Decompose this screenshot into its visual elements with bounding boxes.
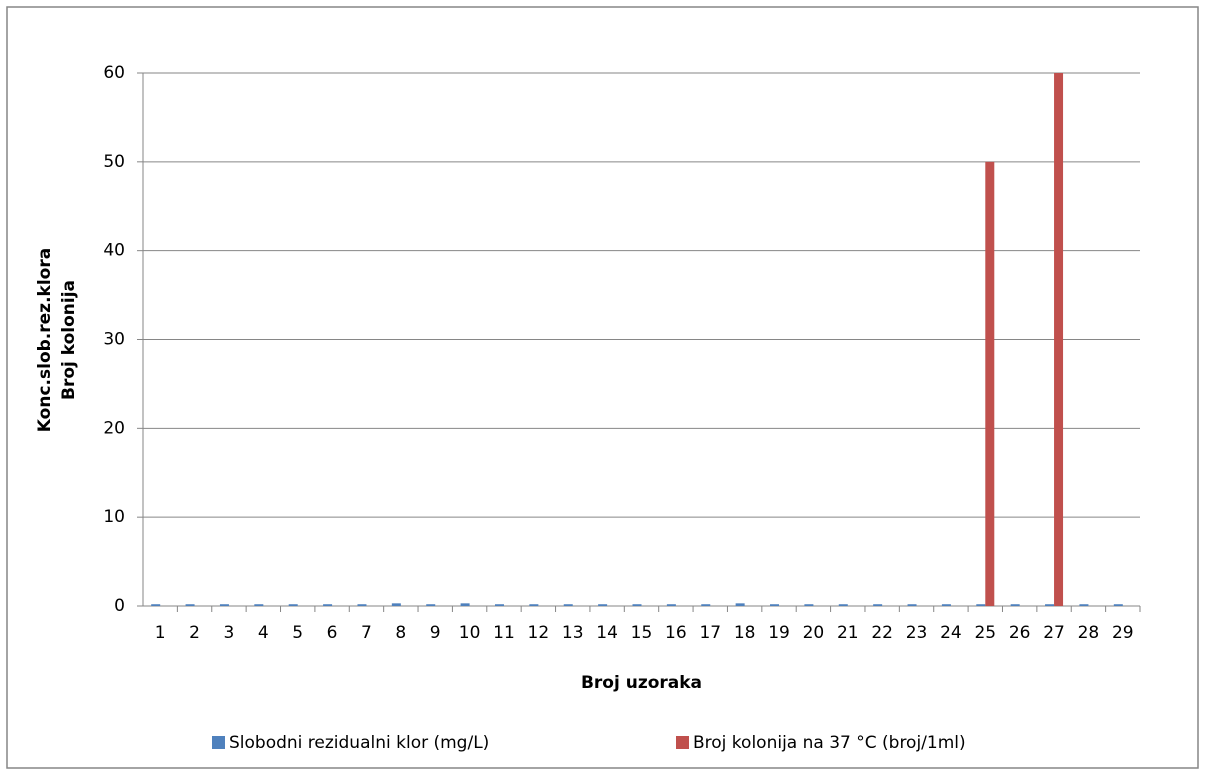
x-tick-label: 3 xyxy=(224,623,235,643)
bar xyxy=(1054,73,1064,606)
bar xyxy=(873,604,883,606)
y-tick-label: 10 xyxy=(103,507,125,527)
legend-swatch xyxy=(676,736,689,749)
x-tick-label: 21 xyxy=(837,623,859,643)
legend-label: Slobodni rezidualni klor (mg/L) xyxy=(229,733,489,753)
bar xyxy=(1079,604,1089,606)
bar xyxy=(357,604,367,606)
x-tick-label: 9 xyxy=(430,623,441,643)
bar xyxy=(985,161,995,607)
bar xyxy=(804,604,814,606)
bar xyxy=(735,603,745,606)
bar xyxy=(1113,604,1123,606)
x-tick-label: 27 xyxy=(1043,623,1065,643)
y-tick-label: 20 xyxy=(103,418,125,438)
bar xyxy=(701,604,711,606)
x-axis-title: Broj uzoraka xyxy=(581,673,702,693)
bar xyxy=(563,604,573,606)
x-tick-label: 18 xyxy=(734,623,756,643)
x-tick-label: 4 xyxy=(258,623,269,643)
bar xyxy=(907,604,917,606)
x-tick-label: 5 xyxy=(292,623,303,643)
bar xyxy=(185,604,195,606)
y-tick-label: 50 xyxy=(103,152,125,172)
bar xyxy=(494,604,504,606)
x-tick-label: 13 xyxy=(562,623,584,643)
x-tick-label: 16 xyxy=(665,623,687,643)
x-tick-label: 7 xyxy=(361,623,372,643)
bar xyxy=(288,604,298,606)
bar xyxy=(426,604,436,606)
x-tick-label: 10 xyxy=(459,623,481,643)
y-tick-label: 30 xyxy=(103,330,125,350)
x-tick-label: 17 xyxy=(699,623,721,643)
x-tick-label: 23 xyxy=(906,623,928,643)
x-tick-label: 14 xyxy=(596,623,618,643)
x-tick-label: 25 xyxy=(974,623,996,643)
y-tick-label: 0 xyxy=(114,596,125,616)
x-tick-label: 24 xyxy=(940,623,962,643)
chart-frame xyxy=(6,6,1199,769)
legend-label: Broj kolonija na 37 °C (broj/1ml) xyxy=(693,733,966,753)
x-tick-label: 1 xyxy=(155,623,166,643)
x-tick-label: 28 xyxy=(1078,623,1100,643)
y-tick-label: 40 xyxy=(103,241,125,261)
bar xyxy=(770,604,780,606)
bar xyxy=(666,604,676,606)
x-tick-label: 20 xyxy=(803,623,825,643)
bar xyxy=(941,604,951,606)
x-tick-label: 22 xyxy=(871,623,893,643)
bar xyxy=(219,604,229,606)
x-tick-label: 29 xyxy=(1112,623,1134,643)
y-tick-label: 60 xyxy=(103,63,125,83)
bar xyxy=(598,604,608,606)
bar xyxy=(151,604,161,606)
bar xyxy=(1010,604,1020,606)
x-tick-label: 26 xyxy=(1009,623,1031,643)
y-axis-title: Konc.slob.rez.klora xyxy=(35,248,55,432)
bar xyxy=(529,604,539,606)
x-tick-label: 19 xyxy=(768,623,790,643)
x-tick-label: 11 xyxy=(493,623,515,643)
x-tick-label: 8 xyxy=(395,623,406,643)
bar xyxy=(460,603,470,606)
legend-swatch xyxy=(212,736,225,749)
bar xyxy=(838,604,848,606)
bar xyxy=(323,604,333,606)
bar xyxy=(391,603,401,606)
bar xyxy=(254,604,264,606)
bar xyxy=(632,604,642,606)
x-tick-label: 2 xyxy=(189,623,200,643)
bar xyxy=(976,604,986,606)
x-tick-label: 12 xyxy=(528,623,550,643)
y-axis-title: Broj kolonija xyxy=(59,280,79,400)
bar xyxy=(1045,604,1055,606)
x-tick-label: 6 xyxy=(327,623,338,643)
x-tick-label: 15 xyxy=(631,623,653,643)
